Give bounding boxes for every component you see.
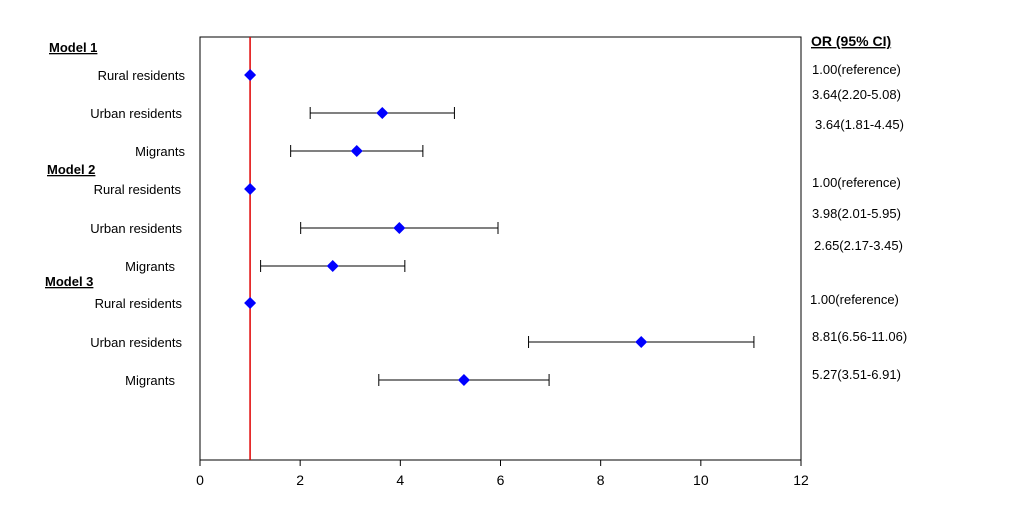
row-label: Rural residents xyxy=(94,182,182,197)
or-column-header: OR (95% CI) xyxy=(811,33,891,49)
model-title: Model 3 xyxy=(45,274,93,289)
or-marker xyxy=(244,183,257,195)
or-value-text: 3.64(1.81-4.45) xyxy=(815,117,904,132)
or-value-text: 1.00(reference) xyxy=(812,62,901,77)
or-value-text: 1.00(reference) xyxy=(810,292,899,307)
x-tick-label: 12 xyxy=(793,472,809,488)
plot-frame xyxy=(199,36,802,461)
ci-whiskers xyxy=(260,107,755,386)
x-tick-label: 2 xyxy=(296,472,304,488)
row-label: Urban residents xyxy=(90,221,182,236)
model-title: Model 1 xyxy=(49,40,97,55)
or-marker xyxy=(635,336,648,348)
or-value-text: 8.81(6.56-11.06) xyxy=(812,329,907,344)
or-marker xyxy=(457,374,470,386)
row-label: Migrants xyxy=(125,259,175,274)
or-marker xyxy=(244,69,257,81)
or-value-text: 5.27(3.51-6.91) xyxy=(812,367,901,382)
row-label: Rural residents xyxy=(95,296,183,311)
or-value-text: 3.64(2.20-5.08) xyxy=(812,87,901,102)
row-label: Migrants xyxy=(135,144,185,159)
or-marker xyxy=(376,107,389,119)
x-tick-label: 6 xyxy=(497,472,505,488)
or-marker xyxy=(326,260,339,272)
or-values: 1.00(reference) 3.64(2.20-5.08) 3.64(1.81-… xyxy=(810,62,907,382)
or-marker xyxy=(350,145,363,157)
x-tick-label: 4 xyxy=(396,472,404,488)
model-title: Model 2 xyxy=(47,162,95,177)
row-label: Urban residents xyxy=(90,335,182,350)
or-markers xyxy=(244,69,648,386)
x-tick-label: 8 xyxy=(597,472,605,488)
or-value-text: 1.00(reference) xyxy=(812,175,901,190)
x-tick-label: 0 xyxy=(196,472,204,488)
or-marker xyxy=(393,222,406,234)
x-axis: 0 2 4 6 8 10 12 xyxy=(196,460,809,488)
row-label: Migrants xyxy=(125,373,175,388)
row-label: Urban residents xyxy=(90,106,182,121)
or-marker xyxy=(244,297,257,309)
or-value-text: 2.65(2.17-3.45) xyxy=(814,238,903,253)
x-tick-label: 10 xyxy=(693,472,709,488)
row-label: Rural residents xyxy=(98,68,186,83)
or-value-text: 3.98(2.01-5.95) xyxy=(812,206,901,221)
